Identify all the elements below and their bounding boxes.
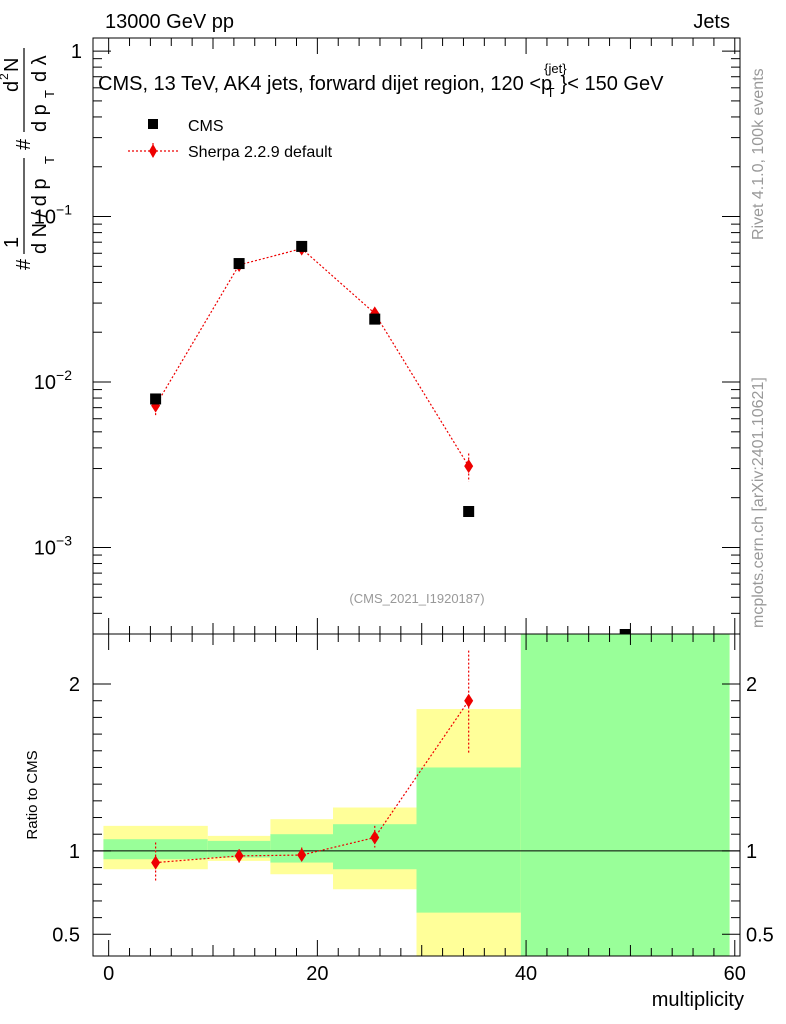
ratio-ylabel: Ratio to CMS bbox=[24, 750, 41, 839]
ratio-sherpa-line bbox=[155, 700, 470, 864]
cms-point bbox=[463, 505, 475, 517]
ratio-sherpa-point bbox=[297, 848, 307, 863]
ratio-sherpa-point bbox=[151, 855, 161, 870]
ratio-uncertainty-bands bbox=[103, 634, 730, 956]
legend-cms-label: CMS bbox=[188, 118, 224, 135]
main-plot-panel: 110−110−210−3 CMS, 13 TeV, AK4 jets, for… bbox=[34, 37, 741, 635]
x-tick-label: 60 bbox=[724, 963, 746, 985]
ylabel-part-dndpt: d N / d p bbox=[29, 178, 51, 254]
plot-title-sub: T bbox=[547, 85, 555, 100]
ratio-plot-marks bbox=[151, 650, 474, 881]
cms-point-clipped bbox=[619, 629, 631, 634]
y-tick-label-base: 10 bbox=[34, 537, 56, 559]
ylabel-part-dp: d p bbox=[29, 104, 51, 132]
energy-label: 13000 GeV pp bbox=[105, 11, 234, 33]
ratio-sherpa-point bbox=[234, 848, 244, 863]
ylabel-part-dlambda: d λ bbox=[29, 55, 51, 82]
cms-point bbox=[150, 393, 162, 405]
legend-sherpa-label: Sherpa 2.2.9 default bbox=[188, 144, 333, 161]
x-tick-label: 0 bbox=[103, 963, 114, 985]
ylabel-part-t2: T bbox=[42, 90, 57, 98]
band-inner bbox=[520, 634, 730, 956]
ylabel-part-hash1: # bbox=[13, 258, 35, 270]
ratio-y-tick-label-right: 1 bbox=[746, 841, 757, 863]
ratio-sherpa-point bbox=[370, 830, 380, 845]
xaxis-label: multiplicity bbox=[652, 989, 744, 1011]
y-tick-label-exponent: −1 bbox=[56, 202, 72, 218]
cms-point bbox=[369, 313, 381, 325]
y-tick-label-exponent: −2 bbox=[56, 367, 72, 383]
y-tick-label: 1 bbox=[71, 41, 82, 63]
ylabel-part-one: 1 bbox=[1, 237, 23, 248]
sherpa-point bbox=[464, 459, 474, 474]
y-tick-label: 10−3 bbox=[34, 532, 72, 559]
main-plot-marks bbox=[150, 240, 631, 634]
cms-point bbox=[296, 240, 308, 252]
plot-title: CMS, 13 TeV, AK4 jets, forward dijet reg… bbox=[98, 61, 664, 100]
ratio-plot-frame bbox=[92, 633, 741, 957]
ratio-plot-panel: 0 20 40 600.5 0.51 12 2 bbox=[52, 633, 774, 985]
sherpa-line bbox=[155, 247, 470, 467]
ratio-y-tick-label: 2 bbox=[69, 674, 80, 696]
cms-point bbox=[233, 258, 245, 270]
x-tick-label: 20 bbox=[306, 963, 328, 985]
y-tick-label-exponent: −3 bbox=[56, 532, 72, 548]
ratio-y-tick-label: 1 bbox=[69, 841, 80, 863]
rivet-version-label: Rivet 4.1.0, 100k events bbox=[750, 68, 767, 240]
y-tick-label-base: 1 bbox=[71, 41, 82, 63]
ratio-sherpa-point bbox=[464, 693, 474, 708]
y-tick-label-base: 10 bbox=[34, 372, 56, 394]
analysis-watermark: (CMS_2021_I1920187) bbox=[349, 591, 484, 606]
ylabel-part-d-num: d bbox=[1, 81, 23, 92]
ratio-plot-axes: 0 20 40 600.5 0.51 12 2 bbox=[52, 634, 774, 985]
plot-title-main: CMS, 13 TeV, AK4 jets, forward dijet reg… bbox=[98, 73, 552, 95]
mcplots-label: mcplots.cern.ch [arXiv:2401.10621] bbox=[750, 377, 767, 628]
plot-title-tail: }< 150 GeV bbox=[561, 73, 665, 95]
ylabel-part-t1: T bbox=[42, 156, 57, 164]
y-tick-label-base: 10 bbox=[34, 207, 56, 229]
legend: CMS Sherpa 2.2.9 default bbox=[128, 118, 333, 161]
ratio-y-tick-label-right: 0.5 bbox=[746, 924, 774, 946]
main-plot-axes: 110−110−210−3 bbox=[34, 38, 740, 635]
category-label: Jets bbox=[693, 11, 730, 33]
band-inner bbox=[103, 839, 208, 860]
x-tick-label: 40 bbox=[515, 963, 537, 985]
y-tick-label: 10−2 bbox=[34, 367, 72, 394]
main-ylabel: # 1 d N / d p T # d 2 N d p T d λ bbox=[0, 48, 57, 270]
plot-title-sup: {jet} bbox=[544, 61, 567, 76]
ylabel-part-hash2: # bbox=[13, 138, 35, 150]
ratio-y-tick-label-right: 2 bbox=[746, 674, 757, 696]
ylabel-part-n: N bbox=[1, 58, 23, 72]
legend-sherpa-marker bbox=[149, 144, 157, 158]
ylabel-part-exp2: 2 bbox=[0, 73, 11, 80]
legend-cms-marker bbox=[148, 119, 158, 129]
y-tick-label: 10−1 bbox=[34, 202, 72, 229]
band-inner bbox=[416, 767, 521, 913]
ratio-y-tick-label: 0.5 bbox=[52, 924, 80, 946]
